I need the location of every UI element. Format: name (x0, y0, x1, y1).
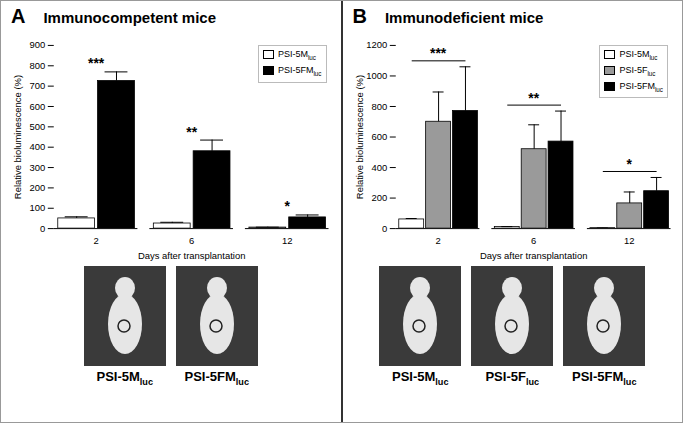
svg-text:2: 2 (435, 235, 440, 246)
svg-text:6: 6 (189, 235, 194, 246)
svg-text:800: 800 (371, 101, 387, 112)
html-text:Immunodeficient mice: Immunodeficient mice (385, 9, 544, 26)
html-text:PSI-5FMluc: PSI-5FMluc (619, 80, 663, 93)
html-text:PSI-5Fluc: PSI-5Fluc (485, 369, 539, 387)
svg-text:300: 300 (30, 162, 46, 173)
svg-text:Days after transplantation: Days after transplantation (138, 250, 246, 261)
html-text:PSI-5Mluc: PSI-5Mluc (277, 49, 316, 61)
html-text:PSI-5FMluc: PSI-5FMluc (572, 369, 637, 387)
svg-text:200: 200 (371, 192, 387, 203)
svg-text:12: 12 (282, 235, 293, 246)
svg-text:6: 6 (531, 235, 536, 246)
svg-text:Relative bioluminescence (%): Relative bioluminescence (%) (12, 75, 23, 199)
svg-text:600: 600 (371, 131, 387, 142)
svg-text:400: 400 (30, 141, 46, 152)
svg-text:Days after transplantation: Days after transplantation (479, 250, 587, 261)
svg-text:**: ** (186, 124, 197, 140)
svg-text:400: 400 (371, 162, 387, 173)
html-text:PSI-5Fluc: PSI-5Fluc (619, 64, 656, 77)
svg-text:1000: 1000 (366, 70, 387, 81)
svg-text:*: * (626, 156, 632, 172)
svg-text:1200: 1200 (366, 39, 387, 50)
html-text:PSI-5FMluc: PSI-5FMluc (277, 64, 322, 77)
svg-text:2: 2 (93, 235, 98, 246)
html-text:Immunocompetent mice: Immunocompetent mice (43, 9, 216, 26)
svg-text:200: 200 (30, 182, 46, 193)
html-text:PSI-5FMluc: PSI-5FMluc (184, 369, 249, 387)
svg-text:600: 600 (30, 101, 46, 112)
html-text:PSI-5Mluc: PSI-5Mluc (619, 49, 658, 61)
svg-text:0: 0 (40, 223, 45, 234)
svg-text:***: *** (429, 45, 446, 61)
svg-text:0: 0 (382, 223, 387, 234)
svg-text:Relative bioluminescence (%): Relative bioluminescence (%) (354, 75, 365, 199)
svg-text:**: ** (528, 90, 539, 106)
html-text:A: A (11, 5, 26, 27)
svg-text:800: 800 (30, 60, 46, 71)
svg-text:700: 700 (30, 80, 46, 91)
svg-text:12: 12 (623, 235, 634, 246)
svg-text:*: * (285, 198, 291, 214)
html-text:PSI-5Mluc: PSI-5Mluc (392, 369, 449, 387)
svg-text:***: *** (88, 55, 105, 71)
html-text:PSI-5Mluc: PSI-5Mluc (96, 369, 153, 387)
svg-text:900: 900 (30, 39, 46, 50)
svg-text:100: 100 (30, 202, 46, 213)
svg-text:500: 500 (30, 121, 46, 132)
html-text:B: B (352, 5, 367, 27)
